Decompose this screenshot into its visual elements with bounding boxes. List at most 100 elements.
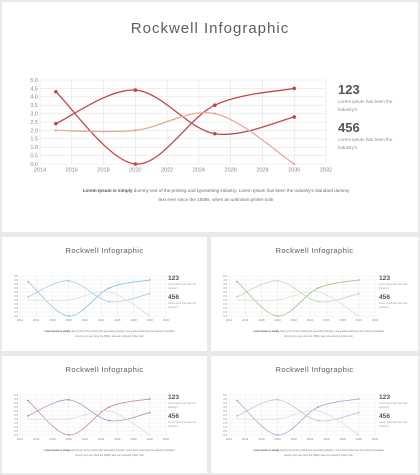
y-tick-label: 3.5 <box>30 103 38 109</box>
x-tick-label: 2026 <box>225 168 237 174</box>
x-tick-label: 2018 <box>49 318 56 322</box>
x-tick-label: 2018 <box>258 318 265 322</box>
y-tick-label: 3.5 <box>223 286 227 290</box>
data-point <box>357 398 360 400</box>
x-tick-label: 2022 <box>82 437 89 441</box>
data-point <box>27 280 30 283</box>
x-tick-label: 2016 <box>33 437 40 441</box>
series-line <box>236 398 359 436</box>
data-point <box>27 295 30 298</box>
data-point <box>317 419 320 422</box>
x-tick-label: 2030 <box>147 318 154 322</box>
y-tick-label: 0.5 <box>14 429 18 433</box>
thumbnail-stat-number-2: 456 <box>379 413 391 420</box>
data-point <box>317 410 319 412</box>
thumbnail-caption-bold: Lorem Ipsum is simply <box>253 449 280 452</box>
data-point <box>108 291 110 293</box>
y-tick-label: 2.0 <box>223 298 227 302</box>
x-tick-label: 2022 <box>82 318 89 322</box>
thumbnail-slide-2[interactable]: Rockwell Infographic 0.0 0.5 1.0 1.5 2.0 2.5 3… <box>211 237 418 351</box>
x-tick-label: 2020 <box>129 168 141 174</box>
data-point <box>358 434 360 436</box>
x-tick-label: 2014 <box>17 437 24 441</box>
thumbnail-stat-description-1: Lorem ipsum has been the industry's <box>379 283 408 290</box>
data-point <box>133 88 138 92</box>
y-tick-label: 0.0 <box>30 162 38 168</box>
data-point <box>236 299 238 301</box>
thumbnail-slide-4[interactable]: Rockwell Infographic 0.0 0.5 1.0 1.5 2.0 2.5 3… <box>211 356 418 473</box>
y-tick-label: 1.0 <box>14 425 18 429</box>
thumbnail-stat-number-2: 456 <box>379 294 391 301</box>
y-tick-label: 3.0 <box>14 409 18 413</box>
data-point <box>277 299 279 301</box>
x-tick-label: 2032 <box>372 318 379 322</box>
y-tick-label: 3.0 <box>30 112 38 118</box>
y-tick-label: 0.0 <box>223 314 227 318</box>
series-line <box>237 291 359 317</box>
thumbnail-title: Rockwell Infographic <box>275 365 354 374</box>
data-point <box>292 115 297 119</box>
y-tick-label: 4.0 <box>30 95 38 101</box>
x-tick-label: 2024 <box>193 168 205 174</box>
y-tick-label: 1.5 <box>30 137 38 143</box>
y-tick-label: 4.5 <box>14 397 18 401</box>
data-point <box>27 414 30 417</box>
data-point <box>108 406 111 408</box>
y-tick-label: 1.0 <box>223 306 227 310</box>
x-tick-label: 2020 <box>275 318 282 322</box>
series-line <box>237 410 359 436</box>
thumbnail-caption: Lorem Ipsum is simply dummy text of the … <box>251 330 386 339</box>
thumbnail-line-chart: 0.00.51.01.52.02.53.03.54.04.55.0 2014 201… <box>14 393 170 441</box>
y-tick-label: 1.0 <box>30 145 38 151</box>
x-tick-label: 2030 <box>356 318 363 322</box>
data-point <box>149 434 151 436</box>
thumbnail-caption-body: dummy text of the printing and typesetti… <box>70 449 175 457</box>
y-tick-label: 4.5 <box>14 278 18 282</box>
y-tick-label: 2.5 <box>223 413 227 417</box>
data-point <box>276 315 279 317</box>
data-point <box>149 315 151 317</box>
x-tick-label: 2028 <box>339 318 346 322</box>
y-tick-label: 0.5 <box>223 310 227 314</box>
y-tick-label: 5.0 <box>14 393 18 397</box>
thumbnail-stat-description-2: Lorem ipsum has been the industry's <box>168 302 197 309</box>
x-tick-label: 2022 <box>291 318 298 322</box>
main-slide[interactable]: Rockwell Infographic 0.0 0.5 1.0 1.5 2.0 2.5 3… <box>2 2 418 232</box>
y-tick-label: 0.5 <box>30 154 38 160</box>
thumbnail-stat-number-1: 123 <box>379 275 391 282</box>
x-tick-label: 2014 <box>17 318 24 322</box>
x-tick-label: 2028 <box>339 437 346 441</box>
data-point <box>236 399 239 402</box>
stat-description-1: Lorem ipsum has been the industry's <box>338 99 393 112</box>
y-tick-label: 4.0 <box>223 282 227 286</box>
data-point <box>108 287 111 289</box>
caption-bold: Lorem Ipsum is simply <box>82 188 133 193</box>
x-tick-label: 2014 <box>34 168 46 174</box>
y-tick-label: 2.0 <box>14 417 18 421</box>
x-tick-label: 2030 <box>356 437 363 441</box>
x-tick-label: 2024 <box>98 318 105 322</box>
y-tick-label: 1.0 <box>14 306 18 310</box>
x-tick-label: 2026 <box>114 437 121 441</box>
x-tick-label: 2018 <box>97 168 109 174</box>
data-point <box>148 398 151 400</box>
y-tick-label: 3.5 <box>14 286 18 290</box>
y-tick-label: 4.0 <box>14 401 18 405</box>
x-tick-label: 2032 <box>163 437 170 441</box>
thumbnail-title: Rockwell Infographic <box>275 246 354 255</box>
thumbnail-line-chart: 0.00.51.01.52.02.53.03.54.04.55.0 2014 201… <box>223 393 378 441</box>
data-point <box>236 280 239 283</box>
data-point <box>148 279 151 281</box>
data-point <box>277 418 279 420</box>
thumbnail-stat-number-2: 456 <box>168 413 180 420</box>
thumbnail-title: Rockwell Infographic <box>65 246 144 255</box>
thumbnail-slide-3[interactable]: Rockwell Infographic 0.0 0.5 1.0 1.5 2.0 2.5 3… <box>2 356 207 473</box>
data-point <box>108 410 110 412</box>
data-point <box>27 399 30 402</box>
y-tick-label: 5.0 <box>223 393 227 397</box>
y-tick-label: 2.0 <box>30 128 38 134</box>
data-point <box>358 315 360 317</box>
data-point <box>68 299 70 301</box>
y-tick-label: 2.0 <box>14 298 18 302</box>
thumbnail-slide-1[interactable]: Rockwell Infographic 0.0 0.5 1.0 1.5 2.0 2.5 3… <box>2 237 207 351</box>
